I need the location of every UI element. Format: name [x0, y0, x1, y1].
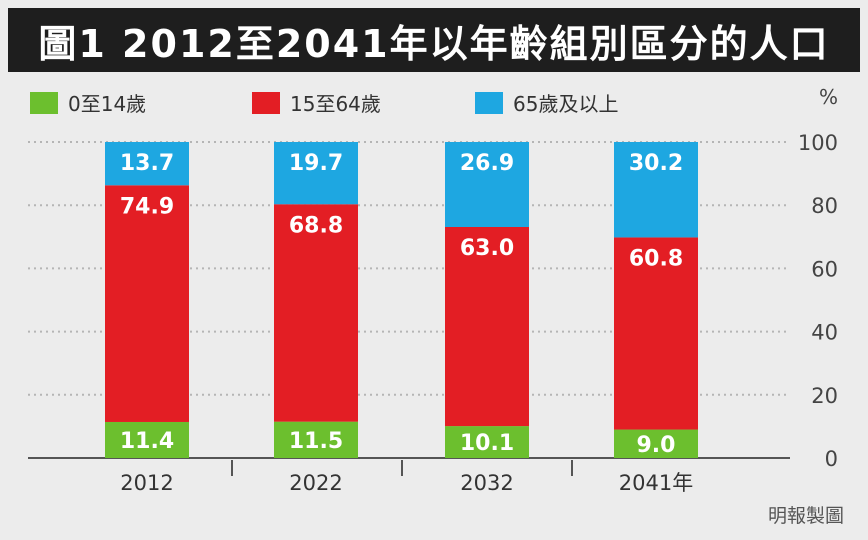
- legend-label: 0至14歲: [68, 92, 147, 116]
- data-label: 63.0: [460, 236, 514, 261]
- bar-segment: [105, 142, 189, 186]
- data-label: 30.2: [629, 151, 683, 176]
- bar-segment: [614, 142, 698, 238]
- data-label: 68.8: [289, 213, 343, 238]
- chart-title: 圖1 2012至2041年以年齡組別區分的人口: [38, 21, 830, 66]
- legend-swatch: [475, 91, 503, 114]
- y-tick-label: 100: [798, 131, 838, 155]
- x-tick-label: 2032: [460, 471, 513, 495]
- legend-item-2: 65歲及以上: [475, 88, 618, 117]
- y-tick-label: 0: [825, 447, 838, 471]
- x-tick-label: 2022: [289, 471, 342, 495]
- data-label: 26.9: [460, 151, 514, 176]
- bar-segment: [445, 227, 529, 427]
- x-tick-label: 2041年: [619, 471, 693, 495]
- bar-segment: [445, 426, 529, 458]
- data-label: 9.0: [637, 433, 676, 458]
- data-label: 60.8: [629, 246, 683, 271]
- bar-segment: [105, 421, 189, 458]
- data-label: 19.7: [289, 151, 343, 176]
- y-tick-label: 40: [811, 321, 838, 345]
- data-label: 11.4: [120, 429, 174, 454]
- title-bar: 圖1 2012至2041年以年齡組別區分的人口: [8, 8, 860, 72]
- legend-label: 65歲及以上: [513, 92, 619, 116]
- x-tick-label: 2012: [120, 471, 173, 495]
- bar-segment: [445, 142, 529, 228]
- source-note: 明報製圖: [767, 505, 844, 527]
- y-axis-unit: %: [819, 85, 838, 109]
- data-label: 10.1: [460, 431, 514, 456]
- legend-item-0: 0至14歲: [30, 88, 146, 117]
- y-tick-label: 60: [811, 257, 838, 281]
- bar-segment: [614, 429, 698, 458]
- data-label: 74.9: [120, 194, 174, 219]
- y-tick-label: 20: [811, 384, 838, 408]
- legend: 0至14歲 15至64歲 65歲及以上: [0, 84, 868, 118]
- bar-segment: [274, 142, 358, 205]
- data-label: 11.5: [289, 429, 343, 454]
- legend-swatch: [30, 91, 58, 114]
- bar-segment: [614, 237, 698, 430]
- bar-segment: [274, 421, 358, 458]
- legend-swatch: [252, 91, 280, 114]
- legend-item-1: 15至64歲: [252, 88, 381, 117]
- y-tick-label: 80: [811, 194, 838, 218]
- bar-segment: [105, 185, 189, 422]
- bar-segment: [274, 204, 358, 422]
- data-label: 13.7: [120, 151, 174, 176]
- legend-label: 15至64歲: [290, 92, 381, 116]
